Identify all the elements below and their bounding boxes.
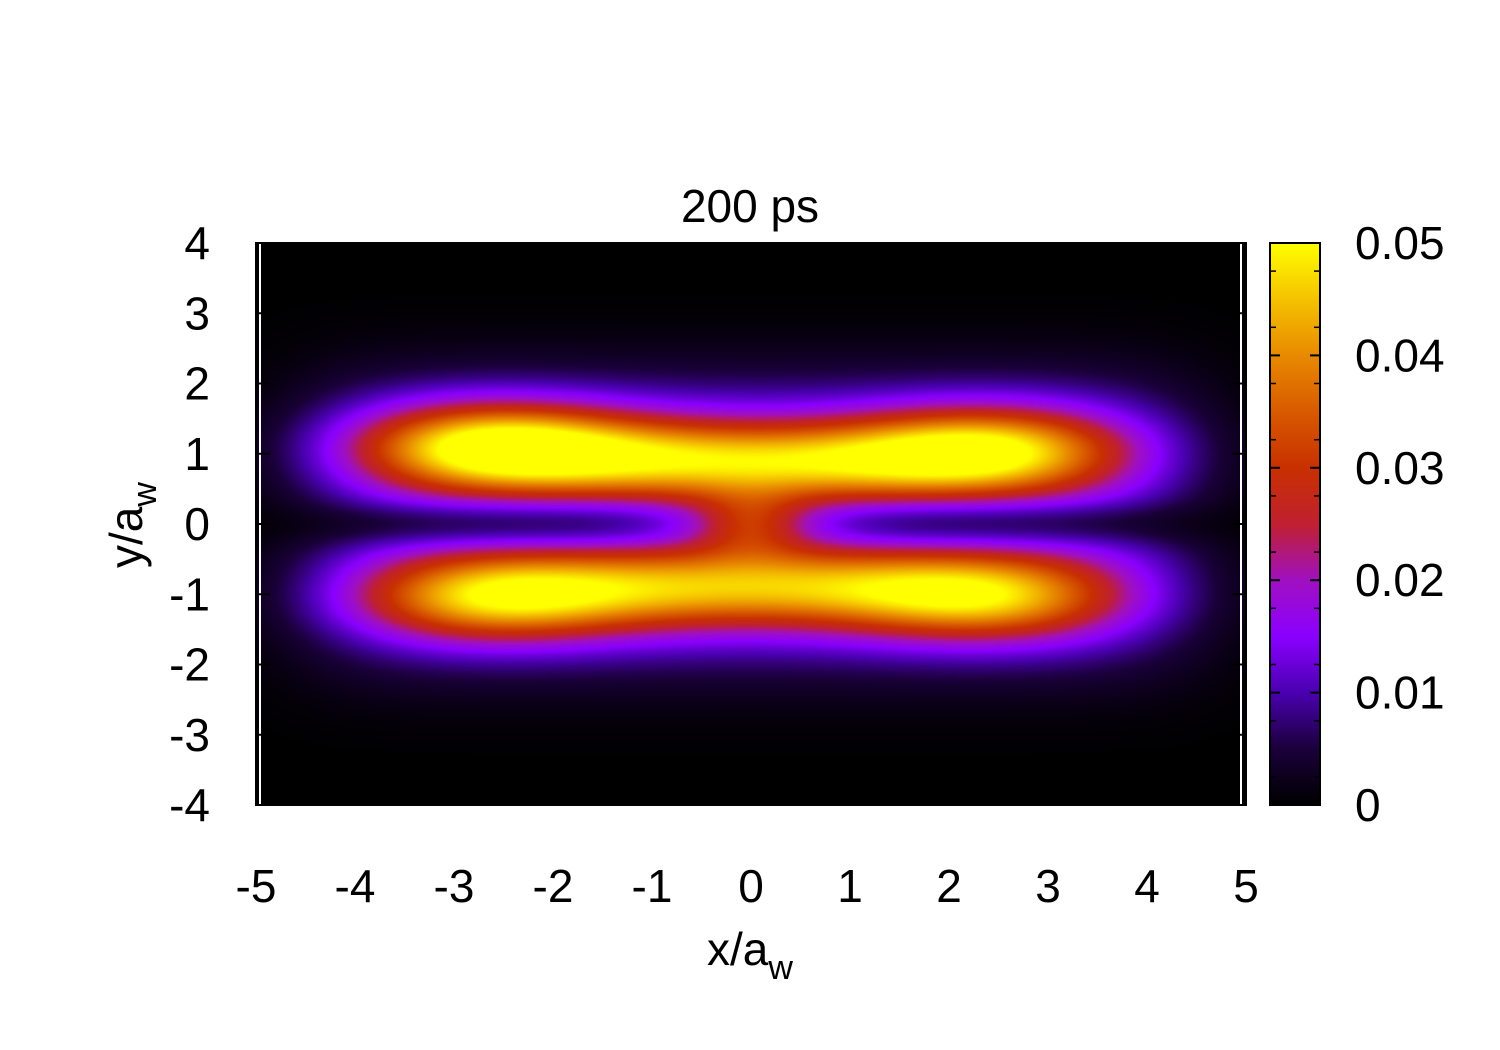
x-axis-title: x/aw [707,923,793,987]
y-tick-label: -4 [169,779,210,831]
x-tick-label: -5 [236,860,277,912]
x-tick-label: 3 [1035,860,1061,912]
y-tick-label: 4 [184,217,210,269]
y-tick-label: -2 [169,639,210,691]
colorbar-ticks: 0.05 0.04 0.03 0.02 0.01 0 [1270,217,1445,831]
y-tick-label: -1 [169,568,210,620]
y-axis-title-sub: w [126,482,164,508]
x-tick-label: 2 [936,860,962,912]
x-tick-label: 5 [1233,860,1259,912]
x-tick-label: 0 [738,860,764,912]
y-axis-title: y/aw [100,482,164,568]
y-tick-label: 3 [184,287,210,339]
x-axis-title-base: x/a [707,923,769,975]
y-axis-ticks: 4 3 2 1 0 -1 -2 -3 -4 [169,217,1246,831]
colorbar-tick-label: 0.02 [1355,554,1445,606]
heatmap-image [256,243,1246,805]
y-tick-label: 0 [184,498,210,550]
y-tick-label: -3 [169,709,210,761]
x-tick-label: -1 [632,860,673,912]
y-tick-label: 2 [184,358,210,410]
x-tick-label: 4 [1134,860,1160,912]
chart-title: 200 ps [681,180,819,232]
x-tick-label: 1 [837,860,863,912]
x-tick-label: -4 [335,860,376,912]
x-tick-label: -2 [533,860,574,912]
colorbar-tick-label: 0 [1355,779,1381,831]
y-axis-title-base: y/a [100,506,152,568]
colorbar [1269,242,1321,806]
x-tick-label: -3 [434,860,475,912]
x-axis-title-sub: w [767,949,793,987]
colorbar-tick-label: 0.04 [1355,329,1445,381]
heatmap-area [256,243,1246,805]
x-axis-ticks: -5 -4 -3 -2 -1 0 1 2 3 4 5 [236,243,1259,912]
colorbar-tick-label: 0.05 [1355,217,1445,269]
colorbar-tick-label: 0.01 [1355,667,1445,719]
y-tick-label: 1 [184,428,210,480]
colorbar-tick-label: 0.03 [1355,442,1445,494]
